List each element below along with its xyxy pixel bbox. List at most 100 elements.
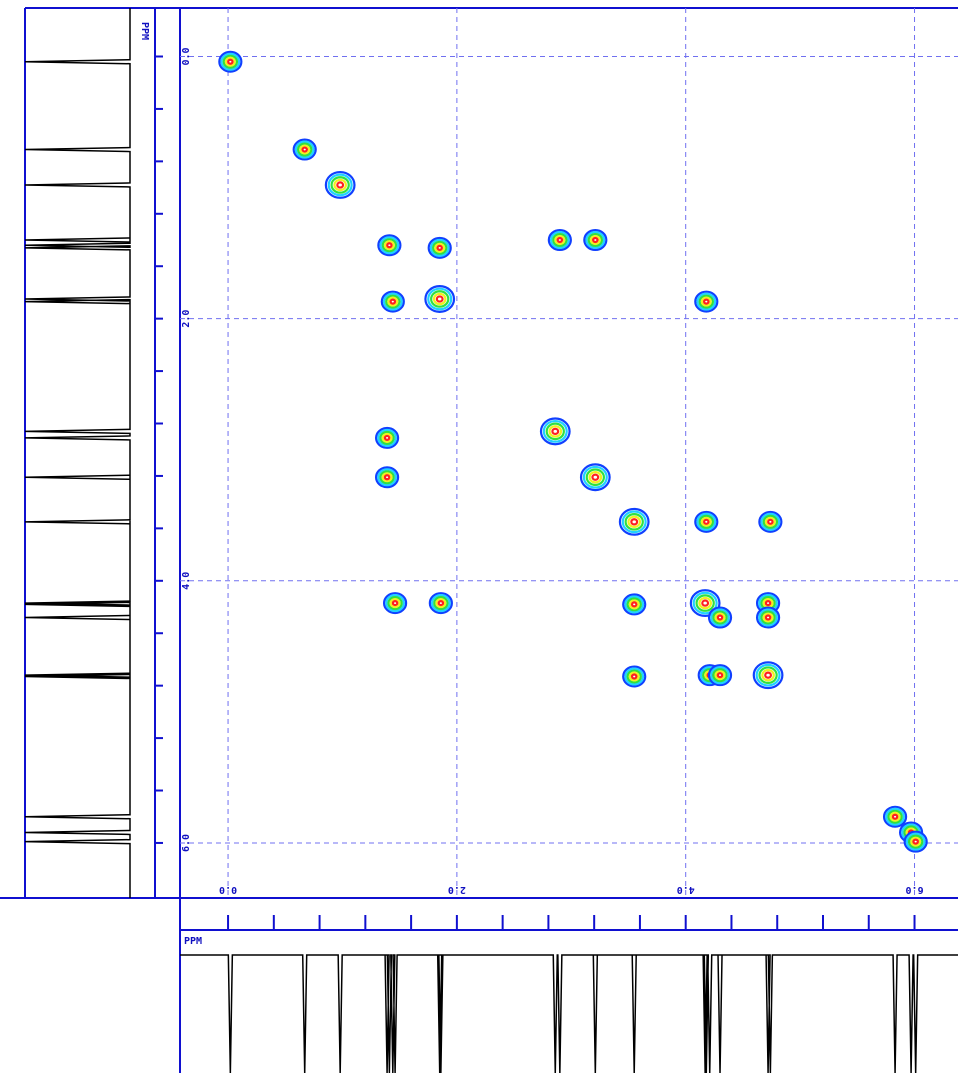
contour-peak [628,671,640,682]
contour-peak [889,811,901,822]
contour-peak [297,142,313,157]
contour-peak [434,242,446,253]
x-tick-label: 2.0 [448,884,466,895]
contour-peak [696,512,717,531]
contour-peak [218,50,243,73]
contour-peak [618,507,650,536]
contour-peak [891,813,899,820]
contour-peak [389,598,401,609]
contour-peak [548,425,563,438]
contour-peak [695,594,715,612]
contour-peak [292,138,317,161]
contour-peak [698,294,714,309]
contour-peak [383,240,395,251]
contour-peak [377,428,397,447]
contour-peak [301,146,309,153]
contour-peak [430,594,451,613]
contour-peak [382,292,403,311]
y-axis-label: PPM [139,22,150,40]
contour-peak [545,422,565,441]
contour-peak [764,671,773,679]
x-tick-label: 6.0 [905,884,923,895]
contour-peak [549,230,570,250]
contour-peak [374,426,400,449]
contour-peak [428,592,453,615]
contour-peak [330,176,350,194]
contour-peak [907,834,924,849]
y-tick-label: 0.0 [181,47,192,65]
contour-peak [624,667,645,686]
contour-peak [381,472,393,483]
contour-peak [764,614,772,621]
contour-peak [621,510,647,534]
y-tick-label: 6.0 [181,834,192,852]
contour-peak [630,518,639,526]
contour-peak [327,173,353,197]
contour-peak [755,663,781,687]
contour-peak [547,229,572,252]
contour-peak [630,601,638,608]
contour-peak [702,298,710,305]
contour-peak [220,52,241,71]
x-axis-label: PPM [184,936,202,947]
contour-peak [433,596,449,611]
contour-peak [716,672,724,679]
contour-peak [381,238,398,253]
contour-peak [712,610,728,625]
contour-peak [336,181,345,189]
contour-peak [591,473,600,481]
contour-peak [882,805,908,828]
contour-peak [379,430,395,445]
contour-peak [380,290,405,313]
contour-peak [905,832,926,851]
contour-peak [379,236,400,255]
f1-projection [24,8,131,898]
contour-peak [383,434,391,442]
contour-peak [432,240,448,255]
contour-peak [424,285,456,313]
contour-peak [761,668,775,682]
contour-peak [579,463,611,492]
contour-peak [227,58,234,65]
contour-peak [887,809,903,824]
contour-peak [758,608,778,627]
contour-peak [700,296,712,307]
contour-peak [698,514,714,529]
contour-peak [694,290,719,313]
y-tick-label: 4.0 [181,572,192,590]
contour-peak [374,466,400,489]
x-tick-label: 4.0 [677,884,695,895]
contour-peak [710,608,730,627]
contour-peak [707,606,733,629]
contour-peak [626,669,642,684]
contour-peak [762,612,774,623]
contour-peak [551,427,560,436]
contour-peak [382,592,408,615]
contour-peak [383,474,391,481]
contour-peak [764,516,776,527]
contour-peak [324,170,356,199]
contour-peak [755,606,781,629]
contour-peak [692,591,718,615]
contour-peak [696,292,717,311]
contour-peak [430,290,450,308]
contour-peak [689,589,721,618]
contour-peak [582,465,608,489]
contour-peak [427,236,452,259]
contour-peak [389,298,397,305]
contour-peak [707,664,733,687]
contour-peak [710,666,730,685]
contour-peak [714,670,726,681]
contour-peak [583,229,608,252]
contour-peak [912,838,919,845]
contour-peak [712,668,728,683]
contour-peak [387,296,399,307]
contour-peak [381,432,393,443]
contour-peak [377,234,402,257]
contour-peak [702,518,710,525]
contour-peak [628,599,640,610]
contour-peak [587,232,604,248]
contour-peak [760,610,776,625]
contour-peak [299,144,311,155]
